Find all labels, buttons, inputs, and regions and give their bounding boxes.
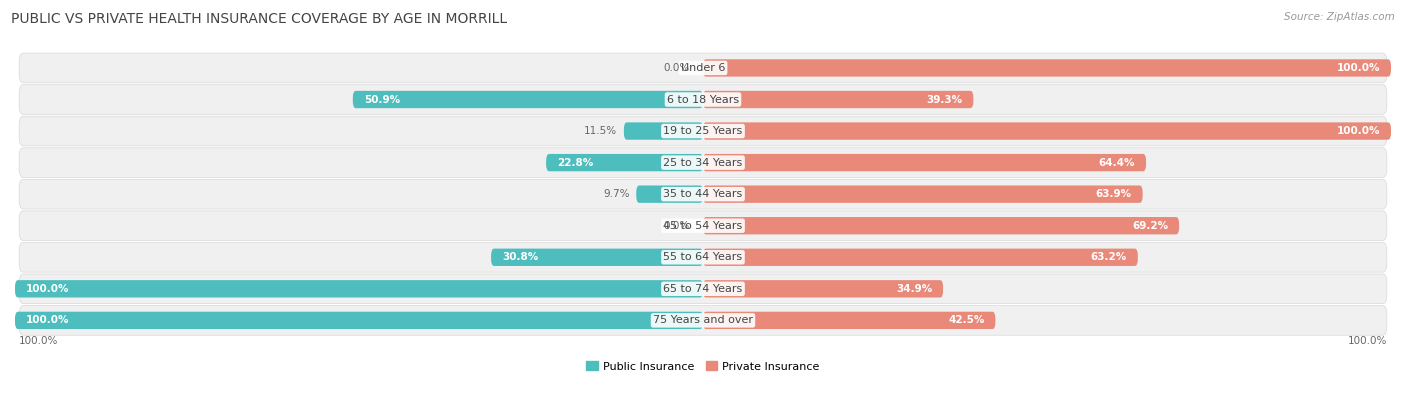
Text: 100.0%: 100.0% xyxy=(1347,336,1386,346)
Text: 50.9%: 50.9% xyxy=(364,95,399,104)
FancyBboxPatch shape xyxy=(20,211,1386,240)
Text: 25 to 34 Years: 25 to 34 Years xyxy=(664,158,742,168)
Text: 100.0%: 100.0% xyxy=(20,336,59,346)
FancyBboxPatch shape xyxy=(703,59,1391,77)
Text: 34.9%: 34.9% xyxy=(896,284,932,294)
Text: 42.5%: 42.5% xyxy=(948,316,984,325)
Text: 30.8%: 30.8% xyxy=(502,252,538,262)
FancyBboxPatch shape xyxy=(491,249,703,266)
Text: 75 Years and over: 75 Years and over xyxy=(652,316,754,325)
Text: 63.9%: 63.9% xyxy=(1095,189,1132,199)
Text: 100.0%: 100.0% xyxy=(25,284,69,294)
FancyBboxPatch shape xyxy=(20,85,1386,114)
FancyBboxPatch shape xyxy=(15,280,703,297)
FancyBboxPatch shape xyxy=(20,306,1386,335)
Text: 100.0%: 100.0% xyxy=(1337,63,1381,73)
FancyBboxPatch shape xyxy=(20,53,1386,83)
FancyBboxPatch shape xyxy=(703,249,1137,266)
Legend: Public Insurance, Private Insurance: Public Insurance, Private Insurance xyxy=(582,357,824,376)
Text: 64.4%: 64.4% xyxy=(1098,158,1135,168)
Text: 100.0%: 100.0% xyxy=(1337,126,1381,136)
FancyBboxPatch shape xyxy=(353,91,703,108)
Text: PUBLIC VS PRIVATE HEALTH INSURANCE COVERAGE BY AGE IN MORRILL: PUBLIC VS PRIVATE HEALTH INSURANCE COVER… xyxy=(11,12,508,26)
Text: 22.8%: 22.8% xyxy=(557,158,593,168)
FancyBboxPatch shape xyxy=(703,280,943,297)
FancyBboxPatch shape xyxy=(637,185,703,203)
Text: 6 to 18 Years: 6 to 18 Years xyxy=(666,95,740,104)
Text: Source: ZipAtlas.com: Source: ZipAtlas.com xyxy=(1284,12,1395,22)
Text: 19 to 25 Years: 19 to 25 Years xyxy=(664,126,742,136)
Text: 69.2%: 69.2% xyxy=(1132,221,1168,231)
FancyBboxPatch shape xyxy=(20,148,1386,178)
FancyBboxPatch shape xyxy=(703,312,995,329)
Text: 63.2%: 63.2% xyxy=(1091,252,1126,262)
Text: 9.7%: 9.7% xyxy=(603,189,630,199)
FancyBboxPatch shape xyxy=(20,274,1386,304)
FancyBboxPatch shape xyxy=(703,122,1391,140)
Text: 65 to 74 Years: 65 to 74 Years xyxy=(664,284,742,294)
Text: 100.0%: 100.0% xyxy=(25,316,69,325)
Text: 45 to 54 Years: 45 to 54 Years xyxy=(664,221,742,231)
FancyBboxPatch shape xyxy=(624,122,703,140)
Text: 0.0%: 0.0% xyxy=(664,63,689,73)
Text: 35 to 44 Years: 35 to 44 Years xyxy=(664,189,742,199)
Text: 11.5%: 11.5% xyxy=(583,126,617,136)
FancyBboxPatch shape xyxy=(20,242,1386,272)
Text: 39.3%: 39.3% xyxy=(927,95,962,104)
FancyBboxPatch shape xyxy=(15,312,703,329)
FancyBboxPatch shape xyxy=(703,185,1143,203)
FancyBboxPatch shape xyxy=(703,154,1146,171)
FancyBboxPatch shape xyxy=(703,91,973,108)
Text: 0.0%: 0.0% xyxy=(664,221,689,231)
Text: Under 6: Under 6 xyxy=(681,63,725,73)
FancyBboxPatch shape xyxy=(546,154,703,171)
FancyBboxPatch shape xyxy=(20,116,1386,146)
Text: 55 to 64 Years: 55 to 64 Years xyxy=(664,252,742,262)
FancyBboxPatch shape xyxy=(703,217,1180,235)
FancyBboxPatch shape xyxy=(20,179,1386,209)
